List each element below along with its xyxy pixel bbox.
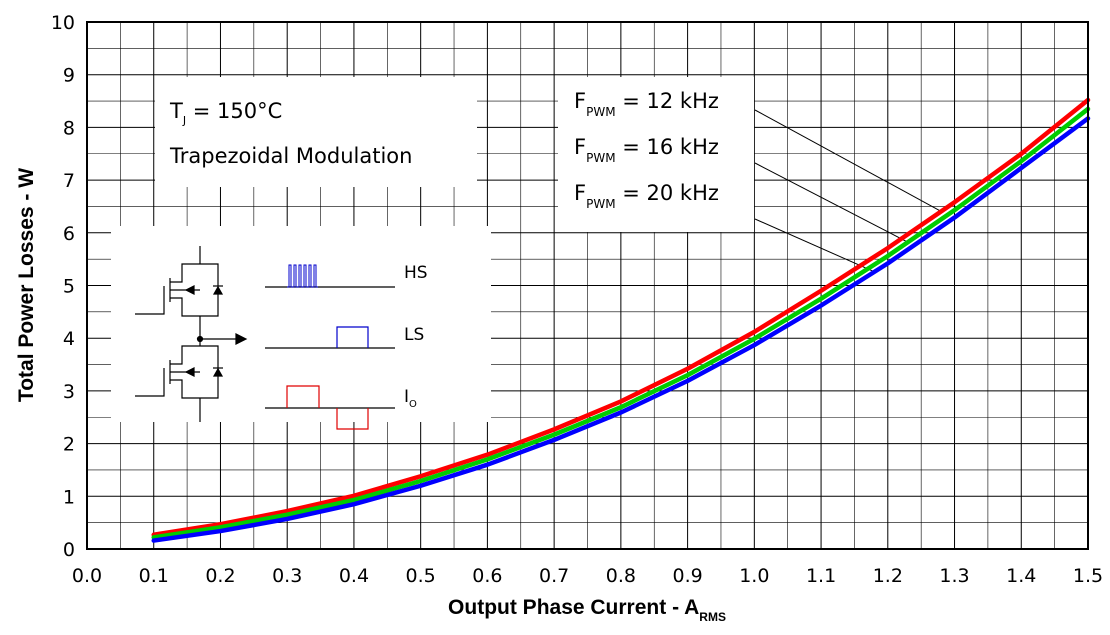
switching-schematic [135, 246, 395, 430]
inset-box [111, 226, 491, 422]
series-line-16-khz [151, 106, 1091, 540]
leader-line [754, 218, 875, 273]
fpwm-label: FPWM = 12 kHz [574, 89, 719, 119]
fpwm-label: FPWM = 20 kHz [574, 181, 719, 211]
io-negative-half [336, 408, 369, 430]
mosfet-gate [135, 368, 165, 397]
leader-lines [754, 109, 942, 273]
x-tick-label: 1.4 [1006, 565, 1036, 587]
condition-box [155, 77, 477, 187]
mosfet-drain [170, 263, 200, 283]
data-series [151, 97, 1091, 543]
x-tick-label: 0.5 [406, 565, 436, 587]
y-tick-label: 2 [63, 434, 75, 456]
y-tick-labels: 0 1 2 3 4 5 6 7 8 9 10 [51, 12, 75, 561]
x-tick-label: 0.3 [272, 565, 302, 587]
series-line-12-khz [151, 97, 1091, 538]
x-tick-label: 0.6 [472, 565, 502, 587]
y-tick-label: 10 [51, 12, 75, 34]
y-tick-label: 1 [63, 486, 75, 508]
mosfet-source [170, 297, 200, 317]
x-tick-labels: 0.0 0.1 0.2 0.3 0.4 0.5 0.6 0.7 0.8 0.9 1.0 1.1 1.2 1… [72, 565, 1103, 587]
hs-pwm-waveform [287, 264, 318, 288]
body-diode [212, 367, 224, 377]
x-tick-label: 1.5 [1073, 565, 1103, 587]
y-tick-label: 0 [63, 539, 75, 561]
x-tick-label: 0.0 [72, 565, 102, 587]
ls-waveform [336, 326, 369, 348]
modulation-label: Trapezoidal Modulation [169, 144, 412, 168]
x-tick-label: 0.7 [539, 565, 569, 587]
y-tick-label: 9 [63, 65, 75, 87]
mosfet-drain [170, 345, 200, 365]
mosfet-arrow [184, 367, 195, 377]
leader-line [754, 162, 909, 243]
mosfet-arrow [184, 285, 195, 295]
y-tick-label: 3 [63, 381, 75, 403]
series-line-20-khz [151, 116, 1091, 543]
mosfet-source [170, 379, 200, 399]
fpwm-label: FPWM = 16 kHz [574, 135, 719, 165]
x-tick-label: 0.8 [606, 565, 636, 587]
y-tick-label: 4 [63, 328, 75, 350]
y-tick-label: 6 [63, 223, 75, 245]
hs-label: HS [404, 263, 428, 283]
fpwm-box [558, 77, 754, 232]
y-tick-label: 8 [63, 117, 75, 139]
y-axis-title: Total Power Losses - W [15, 168, 38, 402]
mosfet-gate [135, 286, 165, 315]
x-tick-label: 0.4 [339, 565, 369, 587]
plot-frame [86, 21, 1089, 550]
x-tick-label: 1.0 [739, 565, 769, 587]
x-tick-label: 0.1 [139, 565, 169, 587]
io-label: IO [404, 387, 417, 410]
fpwm-labels: FPWM = 12 kHz FPWM = 16 kHz FPWM = 20 kHz [574, 89, 719, 211]
x-tick-label: 1.3 [939, 565, 969, 587]
y-tick-label: 7 [63, 170, 75, 192]
leader-line [754, 109, 942, 212]
x-tick-label: 1.2 [873, 565, 903, 587]
x-tick-label: 1.1 [806, 565, 836, 587]
ls-label: LS [404, 325, 424, 345]
x-axis-title: Output Phase Current - ARMS [448, 596, 726, 624]
x-tick-label: 0.9 [672, 565, 702, 587]
junction-temp-label: TJ = 150°C [169, 99, 282, 127]
io-positive-half [286, 385, 320, 408]
y-tick-label: 5 [63, 276, 75, 298]
x-tick-label: 0.2 [205, 565, 235, 587]
output-arrow [235, 333, 248, 345]
body-diode [212, 285, 224, 295]
